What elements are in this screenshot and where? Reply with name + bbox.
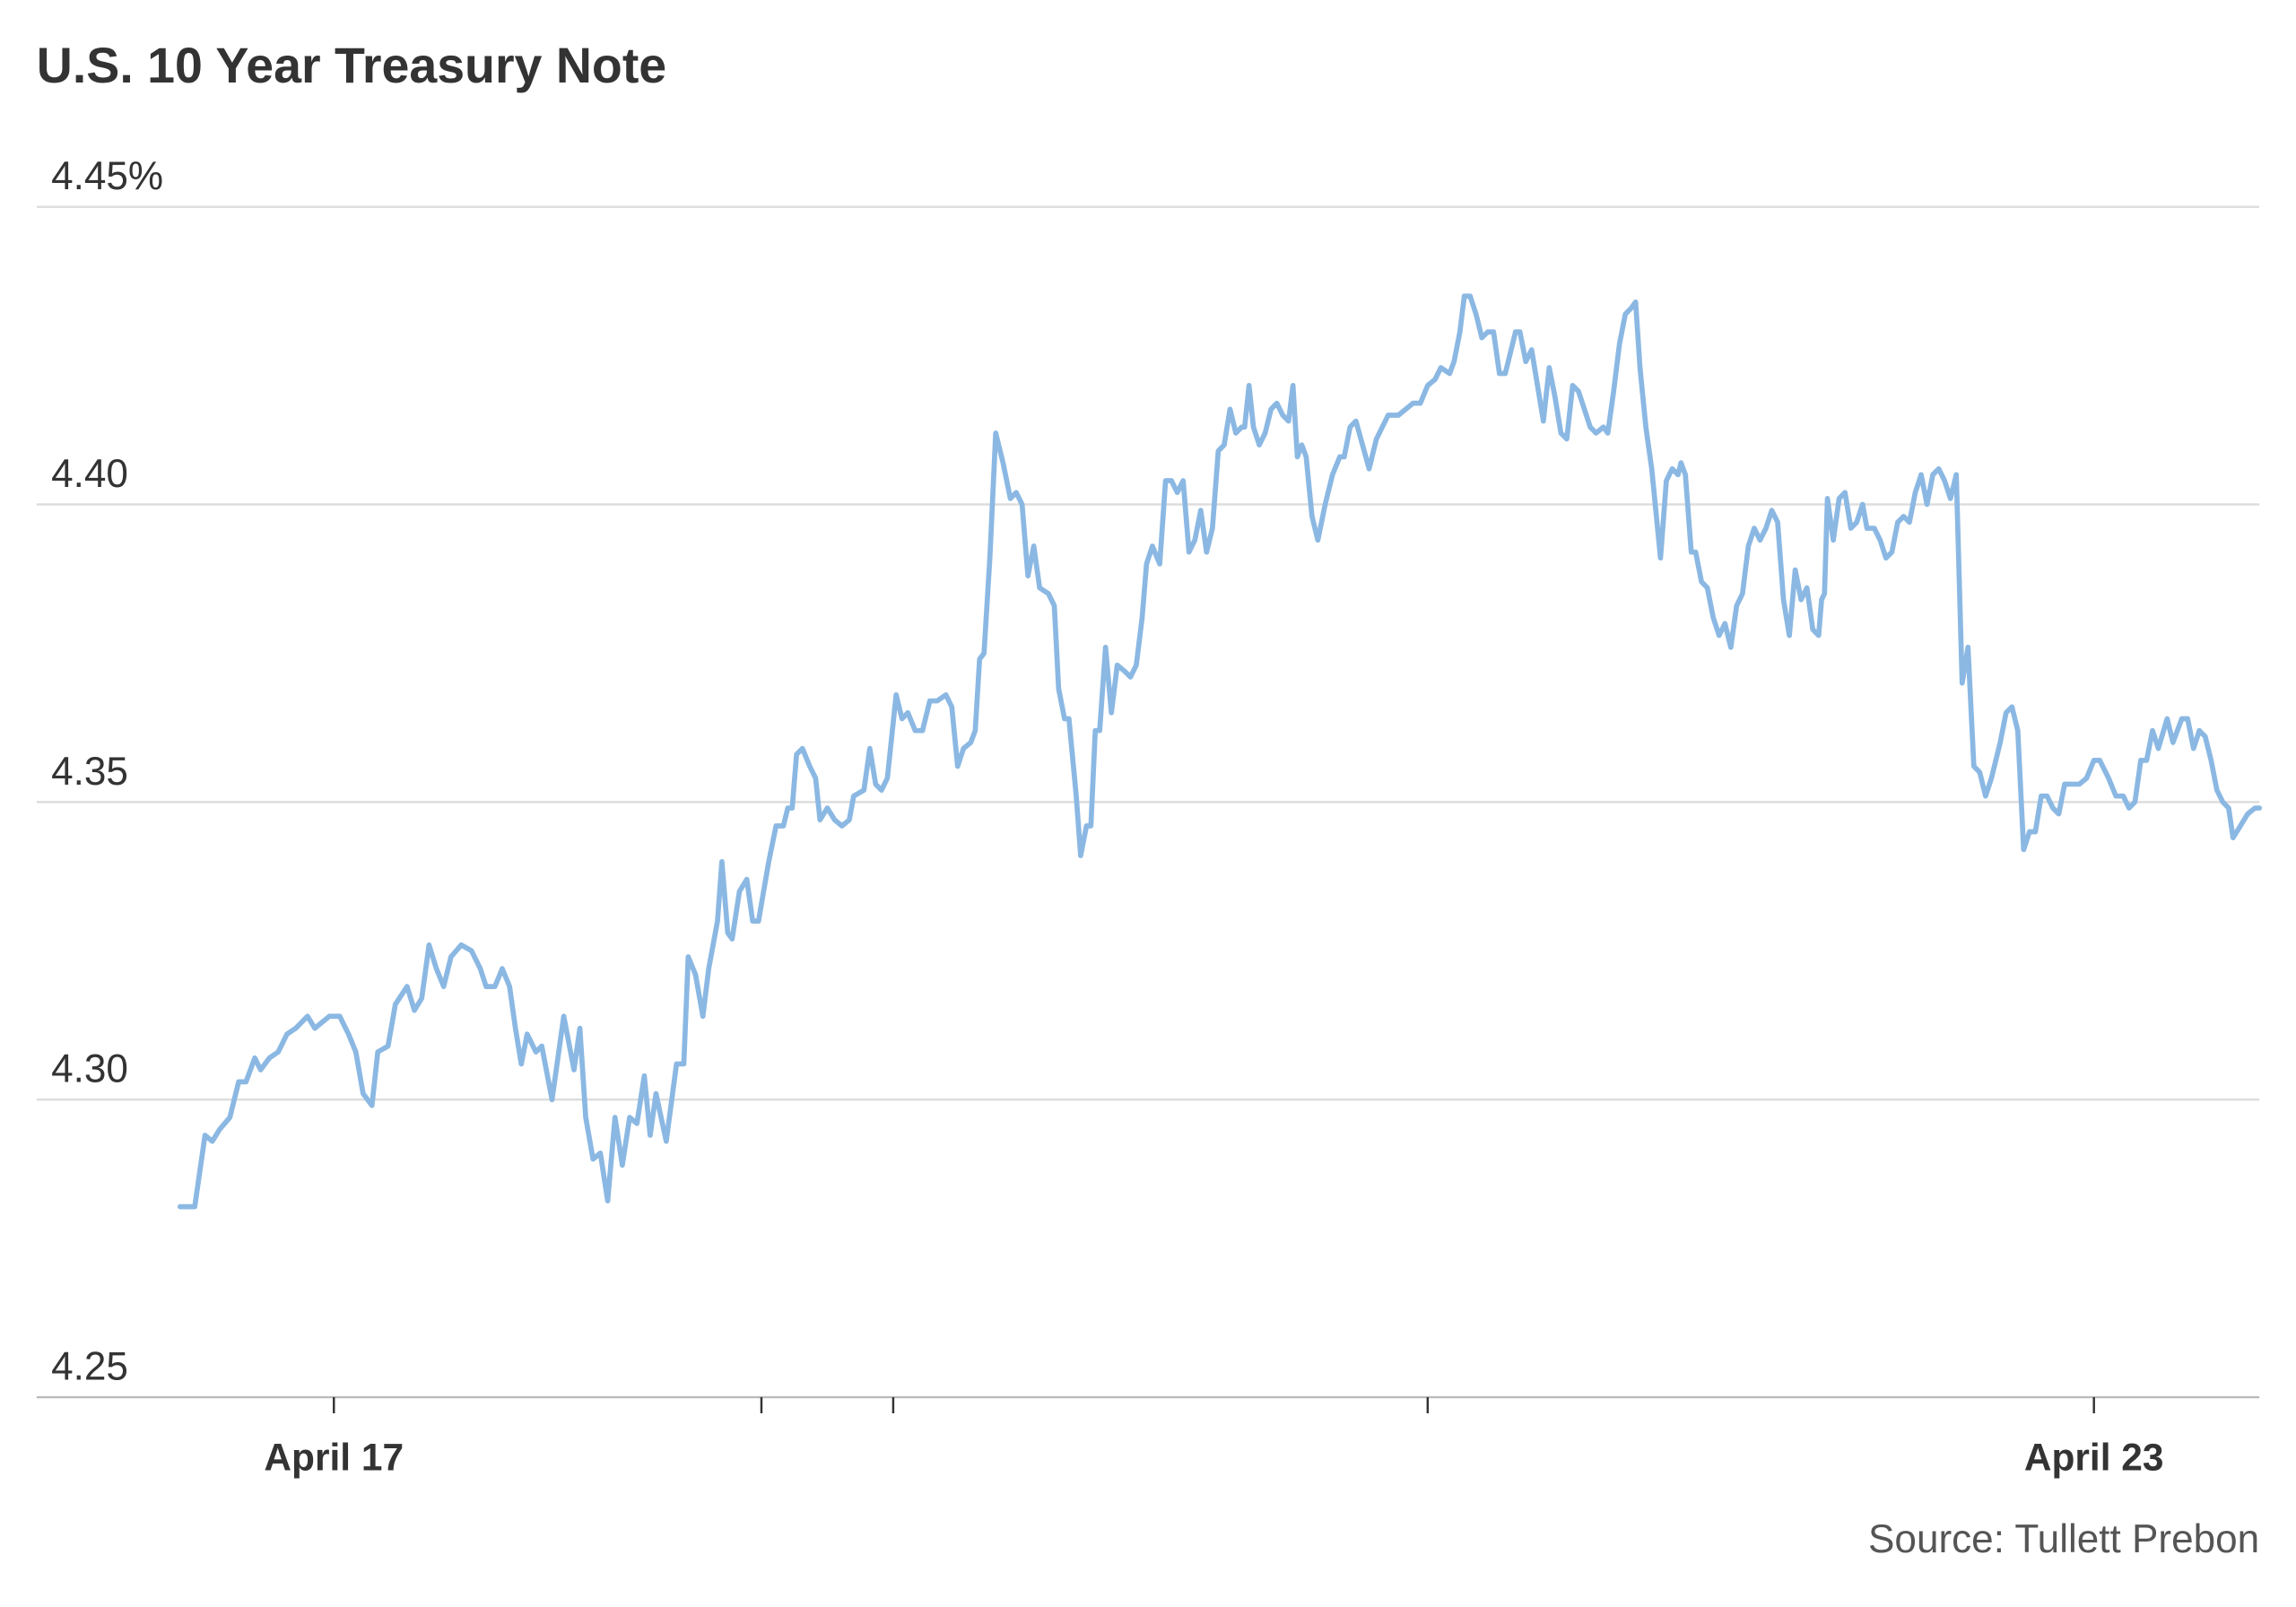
x-tick-label: April 23 — [2024, 1437, 2164, 1479]
y-tick-label: 4.30 — [51, 1047, 128, 1091]
y-tick-label: 4.40 — [51, 452, 128, 496]
gridlines — [36, 205, 2260, 1399]
series-line — [177, 293, 2263, 1210]
y-tick-label: 4.35 — [51, 750, 128, 794]
y-tick-label: 4.45% — [51, 154, 163, 198]
x-tick-label: April 17 — [264, 1437, 404, 1479]
y-tick-label: 4.25 — [51, 1344, 128, 1388]
x-axis: April 17 April 23 — [264, 1397, 2164, 1479]
chart-title: U.S. 10 Year Treasury Note — [37, 38, 666, 93]
source-note: Source: Tullett Prebon — [1868, 1517, 2259, 1561]
y-axis-labels: 4.45% 4.40 4.35 4.30 4.25 — [51, 154, 163, 1388]
